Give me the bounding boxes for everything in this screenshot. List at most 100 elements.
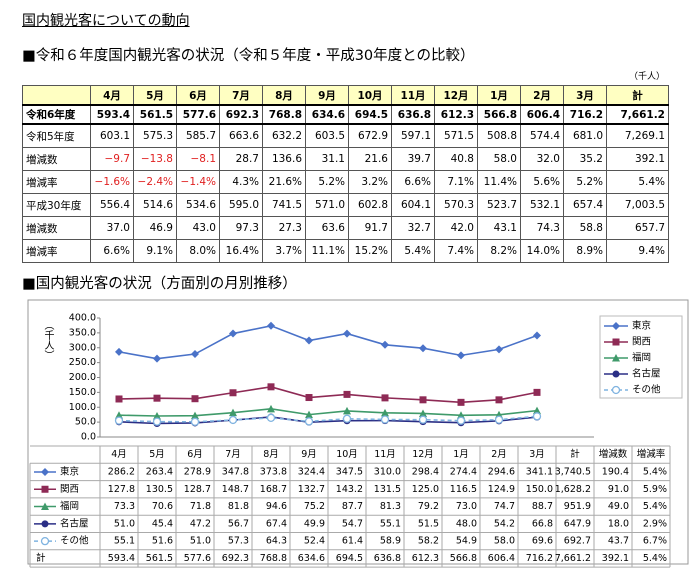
table-cell: 574.4 (520, 123, 564, 148)
x-tick-label: 7月 (225, 449, 241, 460)
table-cell: 81.8 (228, 501, 249, 512)
row-label: 福岡 (60, 500, 79, 512)
data-point (191, 350, 199, 359)
data-point (457, 351, 465, 360)
table-cell: 692.3 (222, 553, 249, 564)
table-cell: 55.1 (114, 536, 135, 547)
x-tick-label: 12月 (412, 449, 434, 460)
table-cell: 298.4 (412, 466, 439, 477)
table-cell: 143.2 (336, 484, 363, 495)
header-cell: 7月 (219, 85, 263, 106)
table-cell: 286.2 (108, 466, 135, 477)
legend-label: 福岡 (632, 352, 651, 364)
table-cell: 71.8 (190, 501, 211, 512)
table-cell: 66.8 (532, 518, 553, 529)
data-point (267, 321, 275, 330)
table-cell: 57.3 (228, 536, 249, 547)
table-cell: 9.4% (606, 239, 669, 263)
column-header: 計 (570, 448, 580, 460)
section-heading: ■国内観光客の状況（方面別の月別推移） (22, 276, 297, 292)
legend-label: 名古屋 (632, 368, 661, 380)
data-point (267, 404, 275, 413)
data-point (381, 408, 389, 417)
table-row: 令和6年度 593.4 561.5 577.6 692.3 768.8 634.6 694.5… (22, 104, 669, 125)
table-cell: 15.2% (348, 239, 392, 263)
data-point (153, 394, 161, 402)
table-cell: 52.4 (304, 536, 325, 547)
table-cell: 8.2% (477, 239, 521, 263)
x-tick-label: 11月 (374, 449, 396, 460)
data-point (153, 411, 161, 420)
data-point (267, 383, 275, 391)
legend-marker (611, 385, 621, 395)
table-cell: 278.9 (184, 466, 211, 477)
table-row: 平成30年度 556.4 514.6 534.6 595.0 741.5 571.0 602.… (22, 193, 669, 217)
header-cell: 12月 (434, 85, 478, 106)
table-cell: 8.0% (176, 239, 220, 263)
data-point (191, 395, 199, 403)
table-cell: 566.8 (450, 553, 477, 564)
table-cell: 94.6 (266, 501, 287, 512)
table-cell: −1.6% (90, 170, 134, 194)
data-point (495, 396, 503, 404)
data-point (115, 411, 123, 419)
table-cell: 5.4% (643, 501, 667, 512)
data-point (381, 394, 389, 402)
table-cell: 54.2 (494, 518, 515, 529)
legend-marker (41, 520, 49, 528)
table-cell: 87.7 (342, 501, 363, 512)
header-cell: 9月 (305, 85, 349, 106)
table-cell: 612.3 (434, 104, 478, 125)
data-point (229, 329, 237, 338)
table-cell: 74.7 (494, 501, 515, 512)
header-cell: 4月 (90, 85, 134, 106)
legend-marker (41, 467, 49, 476)
table-cell: 7,661.2 (555, 553, 591, 564)
table-cell: 523.7 (477, 193, 521, 217)
table-cell: 148.7 (222, 484, 249, 495)
series-line (118, 324, 538, 360)
table-cell: 768.8 (260, 553, 287, 564)
table-cell: 612.3 (412, 553, 439, 564)
table-cell: 636.8 (391, 104, 435, 125)
table-cell: 51.6 (152, 536, 173, 547)
header-cell: 計 (606, 85, 669, 106)
row-label: 増減数 (22, 216, 91, 240)
y-tick-label: 250.0 (69, 357, 96, 368)
table-cell: 263.4 (146, 466, 173, 477)
row-label: 増減数 (22, 147, 91, 171)
data-point (495, 345, 503, 354)
header-cell: 8月 (262, 85, 306, 106)
table-cell: 716.2 (526, 553, 553, 564)
row-label: その他 (60, 535, 89, 547)
data-point (115, 395, 123, 403)
table-cell: 593.4 (90, 104, 134, 125)
y-tick-label: 0.0 (81, 432, 96, 443)
table-cell: 14.0% (520, 239, 564, 263)
data-point (419, 409, 427, 417)
table-cell: 37.0 (90, 216, 134, 240)
data-point (305, 394, 313, 402)
series-line (118, 416, 538, 425)
data-point (152, 417, 162, 426)
table-cell: 602.8 (348, 193, 392, 217)
table-cell: 585.7 (176, 123, 220, 148)
chart-frame (27, 299, 689, 565)
y-tick-label: 400.0 (69, 313, 96, 324)
table-cell: 692.3 (219, 104, 263, 125)
y-tick-label: 150.0 (69, 387, 96, 398)
header-cell: 11月 (391, 85, 435, 106)
table-cell: 4.3% (219, 170, 263, 194)
table-cell: 570.3 (434, 193, 478, 217)
legend (599, 315, 683, 399)
table-cell: 64.3 (266, 536, 287, 547)
legend-label: 東京 (632, 320, 651, 332)
x-tick-label: 10月 (336, 449, 358, 460)
table-cell: 597.1 (391, 123, 435, 148)
x-tick-label: 4月 (111, 449, 127, 460)
table-cell: 46.9 (133, 216, 177, 240)
table-cell: 97.3 (219, 216, 263, 240)
table-cell: 58.2 (418, 536, 439, 547)
header-cell: 3月 (563, 85, 607, 106)
table-cell: 125.0 (412, 484, 439, 495)
